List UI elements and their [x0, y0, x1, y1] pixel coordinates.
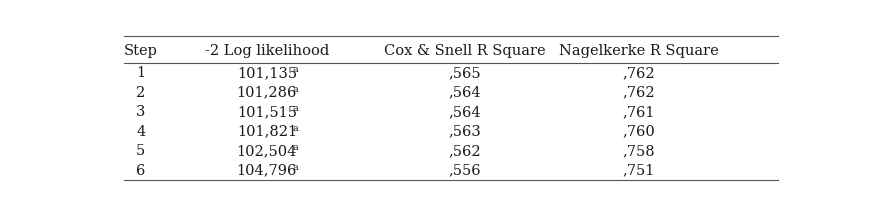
Text: a: a	[293, 85, 298, 94]
Text: ,562: ,562	[448, 144, 481, 158]
Text: ,564: ,564	[448, 105, 481, 119]
Text: 1: 1	[136, 66, 145, 80]
Text: a: a	[293, 143, 298, 152]
Text: ,563: ,563	[448, 125, 481, 139]
Text: ,762: ,762	[622, 86, 655, 100]
Text: 101,286: 101,286	[237, 86, 297, 100]
Text: 102,504: 102,504	[237, 144, 297, 158]
Text: -2 Log likelihood: -2 Log likelihood	[205, 44, 329, 58]
Text: Nagelkerke R Square: Nagelkerke R Square	[559, 44, 718, 58]
Text: 3: 3	[136, 105, 145, 119]
Text: 2: 2	[136, 86, 145, 100]
Text: a: a	[293, 163, 298, 172]
Text: ,751: ,751	[622, 163, 655, 178]
Text: a: a	[293, 104, 298, 113]
Text: 104,796: 104,796	[237, 163, 297, 178]
Text: ,758: ,758	[622, 144, 655, 158]
Text: 101,135: 101,135	[237, 66, 297, 80]
Text: Cox & Snell R Square: Cox & Snell R Square	[384, 44, 546, 58]
Text: ,564: ,564	[448, 86, 481, 100]
Text: ,760: ,760	[622, 125, 655, 139]
Text: Step: Step	[124, 44, 158, 58]
Text: a: a	[293, 65, 298, 74]
Text: 101,821: 101,821	[237, 125, 297, 139]
Text: ,762: ,762	[622, 66, 655, 80]
Text: a: a	[293, 124, 298, 132]
Text: ,761: ,761	[622, 105, 655, 119]
Text: ,556: ,556	[448, 163, 481, 178]
Text: 5: 5	[136, 144, 145, 158]
Text: 101,515: 101,515	[237, 105, 297, 119]
Text: 4: 4	[136, 125, 145, 139]
Text: ,565: ,565	[448, 66, 481, 80]
Text: 6: 6	[136, 163, 145, 178]
